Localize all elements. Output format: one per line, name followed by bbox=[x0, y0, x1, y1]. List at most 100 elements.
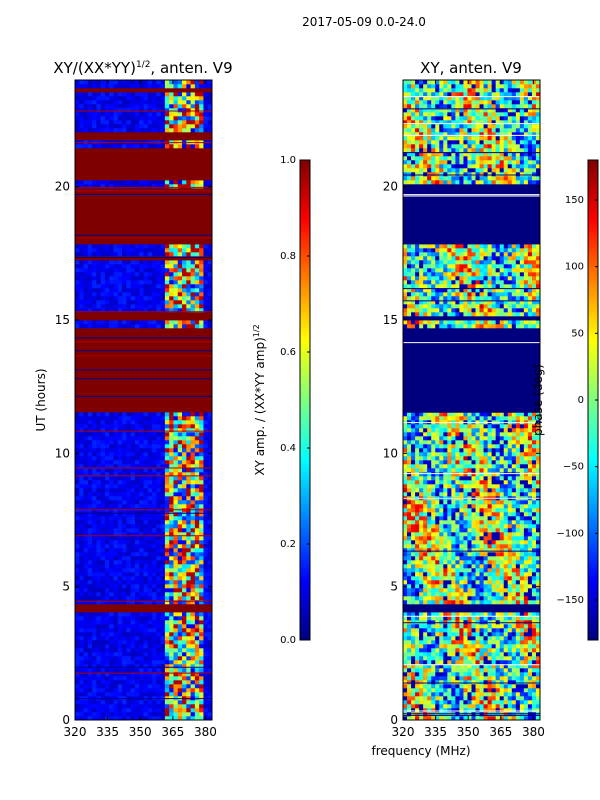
amplitude-saturated-row bbox=[75, 604, 212, 609]
amplitude-cell bbox=[134, 480, 140, 485]
amplitude-cell bbox=[152, 668, 157, 673]
amplitude-cell bbox=[190, 480, 196, 485]
phase-cell bbox=[455, 576, 460, 581]
amplitude-cell bbox=[139, 668, 144, 673]
amplitude-cell bbox=[87, 260, 93, 265]
amplitude-cell bbox=[100, 684, 106, 689]
amplitude-cell bbox=[134, 664, 140, 669]
amplitude-cell bbox=[186, 580, 191, 585]
phase-cell bbox=[535, 580, 541, 585]
phase-cell bbox=[491, 616, 496, 621]
amplitude-cell bbox=[126, 464, 131, 469]
amplitude-cell bbox=[130, 588, 136, 593]
amplitude-cell bbox=[160, 528, 166, 533]
amplitude-cell bbox=[109, 584, 114, 589]
amplitude-cell bbox=[92, 624, 97, 629]
phase-cell bbox=[411, 620, 416, 625]
amplitude-cell bbox=[134, 144, 140, 149]
amplitude-cell bbox=[207, 84, 213, 89]
amplitude-cell bbox=[194, 564, 200, 569]
amplitude-cell bbox=[186, 716, 191, 721]
amplitude-cell bbox=[194, 480, 200, 485]
amplitude-cell bbox=[160, 116, 166, 121]
amplitude-cell bbox=[75, 184, 80, 189]
amplitude-cell bbox=[96, 292, 101, 297]
amplitude-cell bbox=[96, 92, 101, 97]
amplitude-cell bbox=[109, 92, 114, 97]
amplitude-cell bbox=[207, 460, 213, 465]
amplitude-cell bbox=[160, 576, 166, 581]
amplitude-cell bbox=[96, 460, 101, 465]
phase-cell bbox=[431, 568, 436, 573]
phase-cell bbox=[435, 668, 440, 673]
phase-cell bbox=[467, 700, 472, 705]
amplitude-cell bbox=[199, 284, 204, 289]
amplitude-cell bbox=[130, 260, 136, 265]
amplitude-cell bbox=[173, 292, 179, 297]
amplitude-cell bbox=[113, 304, 119, 309]
phase-cell bbox=[455, 628, 460, 633]
phase-cell bbox=[443, 652, 448, 657]
phase-cell bbox=[423, 672, 428, 677]
amplitude-cell bbox=[194, 500, 200, 505]
amplitude-cell bbox=[143, 452, 149, 457]
amplitude-cell bbox=[173, 92, 179, 97]
amplitude-cell bbox=[126, 592, 131, 597]
amplitude-cell bbox=[152, 524, 157, 529]
phase-cell bbox=[487, 556, 492, 561]
amplitude-cell bbox=[117, 252, 123, 257]
phase-cell bbox=[463, 672, 468, 677]
phase-cell bbox=[443, 716, 448, 721]
amplitude-cell bbox=[173, 656, 179, 661]
amplitude-cell bbox=[147, 672, 153, 677]
phase-cell bbox=[523, 560, 529, 565]
amplitude-cell bbox=[173, 664, 179, 669]
amplitude-cell bbox=[190, 700, 196, 705]
amplitude-cell bbox=[139, 680, 144, 685]
phase-cell bbox=[411, 584, 416, 589]
amplitude-cell bbox=[122, 248, 127, 253]
phase-cell bbox=[451, 644, 456, 649]
amplitude-cell bbox=[147, 308, 153, 313]
amplitude-cell bbox=[194, 688, 200, 693]
amplitude-cell bbox=[104, 308, 110, 313]
amplitude-cell bbox=[173, 264, 179, 269]
amplitude-cell bbox=[156, 584, 161, 589]
phase-cell bbox=[491, 588, 496, 593]
phase-cell bbox=[471, 696, 476, 701]
phase-cell bbox=[403, 684, 408, 689]
amplitude-cell bbox=[147, 296, 153, 301]
phase-cell bbox=[491, 680, 496, 685]
phase-cell bbox=[463, 620, 468, 625]
amplitude-cell bbox=[83, 112, 89, 117]
amplitude-cell bbox=[134, 116, 140, 121]
amplitude-cell bbox=[134, 476, 140, 481]
phase-cell bbox=[459, 576, 464, 581]
phase-cell bbox=[531, 552, 537, 557]
amplitude-cell bbox=[75, 308, 80, 313]
amplitude-cell bbox=[83, 180, 89, 185]
amplitude-cell bbox=[207, 440, 213, 445]
amplitude-cell bbox=[190, 124, 196, 129]
amplitude-cell bbox=[117, 544, 123, 549]
amplitude-cell bbox=[83, 84, 89, 89]
phase-cell bbox=[475, 552, 480, 557]
amplitude-cell bbox=[207, 552, 213, 557]
amplitude-cell bbox=[122, 520, 127, 525]
amplitude-cell bbox=[160, 524, 166, 529]
amplitude-cell bbox=[173, 620, 179, 625]
amplitude-cell bbox=[104, 672, 110, 677]
amplitude-cell bbox=[182, 544, 187, 549]
amplitude-cell bbox=[169, 260, 174, 265]
amplitude-cell bbox=[75, 424, 80, 429]
phase-cell bbox=[423, 596, 428, 601]
amplitude-cell bbox=[117, 568, 123, 573]
amplitude-cell bbox=[92, 124, 97, 129]
amplitude-cell bbox=[104, 252, 110, 257]
amplitude-cell bbox=[164, 504, 170, 509]
amplitude-cell bbox=[75, 272, 80, 277]
amplitude-cell bbox=[156, 500, 161, 505]
amplitude-cell bbox=[177, 284, 183, 289]
amplitude-cell bbox=[169, 420, 174, 425]
phase-cell bbox=[411, 568, 416, 573]
